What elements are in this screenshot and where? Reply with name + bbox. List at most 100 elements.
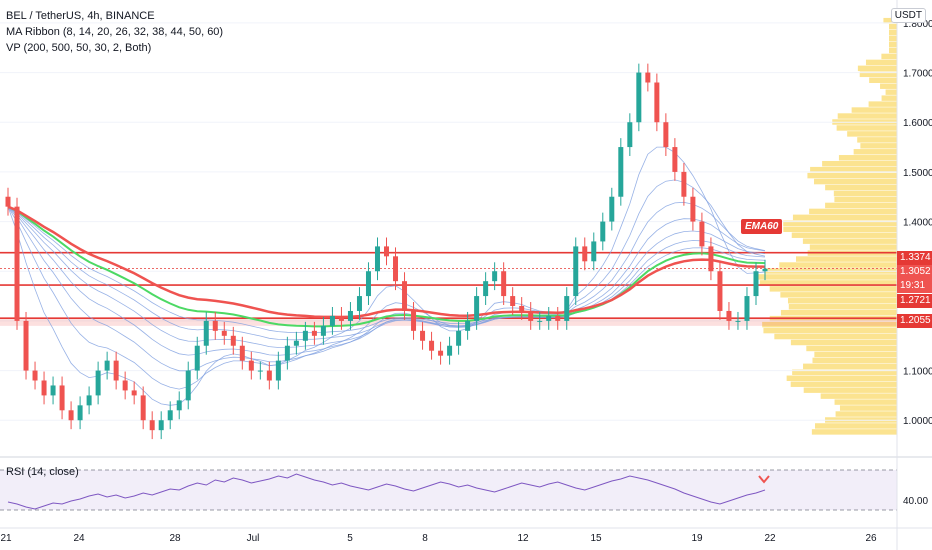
candle-body[interactable] xyxy=(690,196,696,222)
candle-body[interactable] xyxy=(609,196,615,222)
candle-body[interactable] xyxy=(627,122,633,148)
candle-body[interactable] xyxy=(131,390,137,396)
volume-profile-bar xyxy=(774,333,897,340)
candle-body[interactable] xyxy=(212,320,218,331)
candle-body[interactable] xyxy=(338,315,344,321)
candle-body[interactable] xyxy=(519,306,525,311)
volume-profile-bar xyxy=(835,411,897,417)
candle-body[interactable] xyxy=(744,296,750,321)
candle-body[interactable] xyxy=(681,171,687,197)
candle-body[interactable] xyxy=(735,320,741,322)
candle-body[interactable] xyxy=(329,315,335,326)
candle-body[interactable] xyxy=(194,345,200,371)
rsi-line[interactable] xyxy=(7,473,766,510)
candle-body[interactable] xyxy=(429,340,435,351)
candle-body[interactable] xyxy=(230,335,236,346)
rsi-legend[interactable]: RSI (14, close) xyxy=(6,466,79,478)
candle-body[interactable] xyxy=(762,268,768,272)
candle-body[interactable] xyxy=(374,246,380,272)
candle-body[interactable] xyxy=(699,221,705,247)
candle-body[interactable] xyxy=(167,410,173,421)
candle-body[interactable] xyxy=(302,330,308,341)
candle-body[interactable] xyxy=(356,296,362,311)
candle-body[interactable] xyxy=(86,395,92,406)
volume-profile-bar xyxy=(792,214,897,221)
candle-body[interactable] xyxy=(158,420,164,431)
candle-body[interactable] xyxy=(555,315,561,321)
candle-body[interactable] xyxy=(546,315,552,321)
candle-body[interactable] xyxy=(122,380,128,391)
candle-body[interactable] xyxy=(41,380,47,396)
candle-body[interactable] xyxy=(663,122,669,148)
candle-body[interactable] xyxy=(77,405,83,421)
candle-body[interactable] xyxy=(717,271,723,311)
volume-profile-bar xyxy=(759,280,897,286)
candle-body[interactable] xyxy=(275,360,281,381)
candle-body[interactable] xyxy=(185,370,191,401)
volume-profile-legend[interactable]: VP (200, 500, 50, 30, 2, Both) xyxy=(6,42,152,54)
candle-body[interactable] xyxy=(266,370,272,381)
candle-body[interactable] xyxy=(456,330,462,346)
candle-body[interactable] xyxy=(23,320,29,371)
candle-body[interactable] xyxy=(393,256,399,282)
candle-body[interactable] xyxy=(347,310,353,321)
candle-body[interactable] xyxy=(564,296,570,321)
volume-profile-bar xyxy=(787,298,897,304)
candle-body[interactable] xyxy=(582,246,588,262)
candle-body[interactable] xyxy=(573,246,579,297)
candle-body[interactable] xyxy=(672,147,678,172)
candle-body[interactable] xyxy=(95,370,101,396)
candle-body[interactable] xyxy=(492,271,498,282)
candle-body[interactable] xyxy=(239,345,245,361)
candle-body[interactable] xyxy=(600,221,606,242)
candle-body[interactable] xyxy=(438,350,444,356)
candle-body[interactable] xyxy=(708,246,714,272)
candle-body[interactable] xyxy=(411,310,417,331)
candle-body[interactable] xyxy=(149,420,155,431)
candle-body[interactable] xyxy=(320,325,326,336)
candle-body[interactable] xyxy=(753,271,759,297)
candle-body[interactable] xyxy=(203,320,209,346)
candle-body[interactable] xyxy=(510,296,516,306)
candle-body[interactable] xyxy=(50,385,56,396)
candle-body[interactable] xyxy=(402,281,408,311)
candle-body[interactable] xyxy=(140,395,146,421)
candle-body[interactable] xyxy=(465,320,471,331)
candle-body[interactable] xyxy=(726,310,732,321)
candle-body[interactable] xyxy=(68,410,74,421)
currency-button[interactable]: USDT xyxy=(890,8,926,23)
candle-body[interactable] xyxy=(654,82,660,123)
candles[interactable] xyxy=(5,63,768,440)
candle-body[interactable] xyxy=(501,271,507,297)
candle-body[interactable] xyxy=(420,330,426,341)
candle-body[interactable] xyxy=(528,310,534,321)
candle-body[interactable] xyxy=(636,72,642,123)
candle-body[interactable] xyxy=(483,281,489,297)
candle-body[interactable] xyxy=(113,360,119,381)
rsi-pane[interactable]: 40.00 xyxy=(0,456,932,511)
candle-body[interactable] xyxy=(248,360,254,371)
candle-body[interactable] xyxy=(176,400,182,411)
candle-body[interactable] xyxy=(14,206,20,321)
candle-body[interactable] xyxy=(384,246,389,257)
candle-body[interactable] xyxy=(293,340,299,346)
candle-body[interactable] xyxy=(365,271,371,297)
candle-body[interactable] xyxy=(284,345,290,361)
candle-body[interactable] xyxy=(5,196,11,207)
candle-body[interactable] xyxy=(618,147,624,197)
candle-body[interactable] xyxy=(221,330,227,336)
candle-body[interactable] xyxy=(474,296,480,321)
candle-body[interactable] xyxy=(257,370,263,372)
ma-ribbon-legend[interactable]: MA Ribbon (8, 14, 20, 26, 32, 38, 44, 50… xyxy=(6,26,224,38)
candle-body[interactable] xyxy=(311,330,317,336)
candle-body[interactable] xyxy=(32,370,38,381)
candle-body[interactable] xyxy=(645,72,651,83)
candle-body[interactable] xyxy=(59,385,65,411)
candle-body[interactable] xyxy=(447,345,453,356)
candle-body[interactable] xyxy=(591,241,597,262)
candle-body[interactable] xyxy=(537,320,543,322)
time-axis[interactable]: 21 24 28 Jul 5 8 12 15 19 22 26 xyxy=(0,527,932,544)
y-tick-label: 1.4000 xyxy=(903,218,932,229)
candle-body[interactable] xyxy=(104,360,110,371)
